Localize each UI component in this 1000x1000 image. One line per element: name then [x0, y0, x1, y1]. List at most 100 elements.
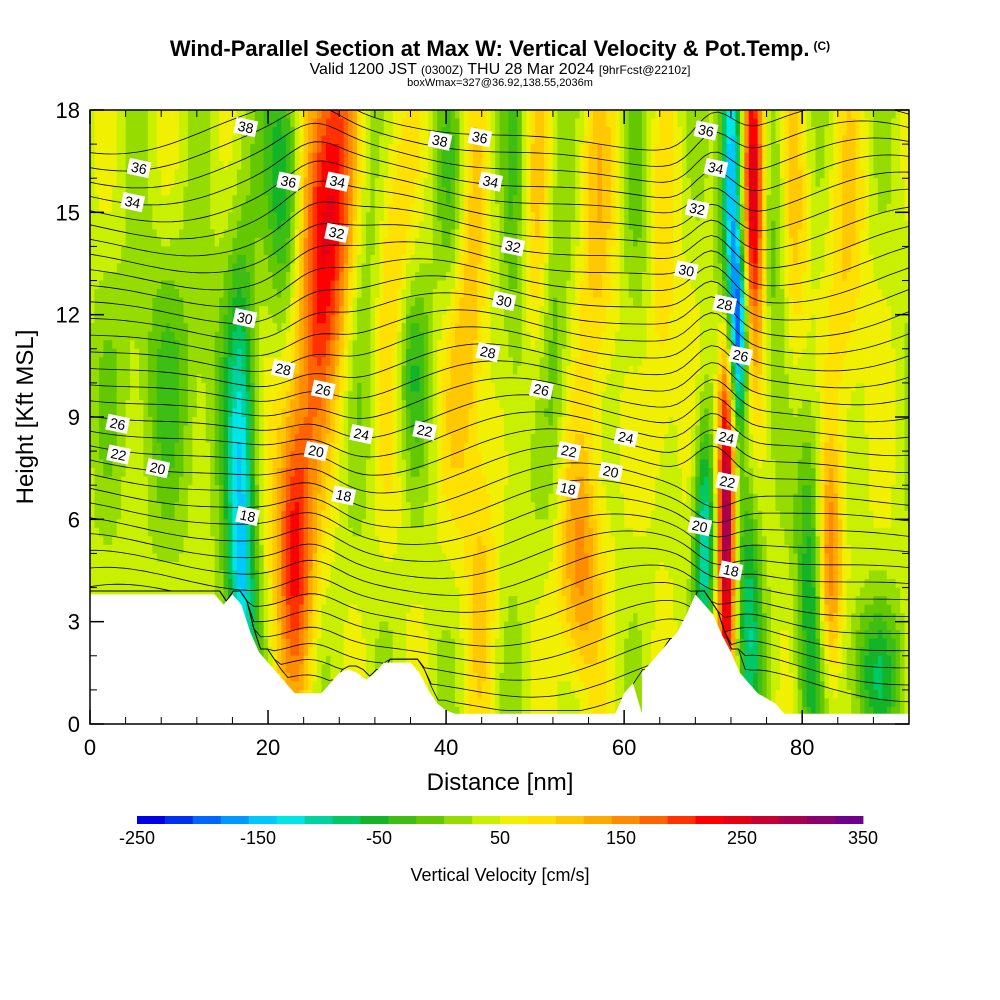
w-cell: [584, 119, 589, 128]
w-cell: [148, 238, 153, 247]
w-cell: [313, 332, 318, 341]
w-cell: [784, 306, 789, 315]
w-cell: [651, 110, 656, 119]
w-cell: [856, 246, 861, 255]
w-cell: [94, 340, 99, 349]
w-cell: [321, 136, 326, 145]
w-cell: [473, 229, 478, 238]
w-cell: [820, 281, 825, 290]
w-cell: [170, 264, 175, 273]
w-cell: [206, 255, 211, 264]
w-cell: [664, 195, 669, 204]
w-cell: [143, 110, 148, 119]
w-cell: [891, 144, 896, 153]
w-cell: [486, 119, 491, 128]
w-cell: [882, 161, 887, 170]
w-cell: [428, 281, 433, 290]
w-cell: [419, 246, 424, 255]
w-cell: [473, 144, 478, 153]
w-cell: [415, 264, 420, 273]
w-cell: [321, 212, 326, 221]
w-cell: [531, 161, 536, 170]
w-cell: [744, 298, 749, 307]
w-cell: [246, 204, 251, 213]
w-cell: [402, 238, 407, 247]
w-cell: [232, 144, 237, 153]
w-cell: [459, 178, 464, 187]
w-cell: [272, 289, 277, 298]
w-cell: [522, 221, 527, 230]
w-cell: [152, 110, 157, 119]
w-cell: [780, 127, 785, 136]
w-cell: [593, 212, 598, 221]
w-cell: [215, 178, 220, 187]
w-cell: [161, 204, 166, 213]
w-cell: [722, 323, 727, 332]
w-cell: [357, 204, 362, 213]
w-cell: [553, 281, 558, 290]
w-cell: [206, 119, 211, 128]
w-cell: [197, 289, 202, 298]
w-cell: [344, 195, 349, 204]
w-cell: [784, 195, 789, 204]
w-cell: [566, 187, 571, 196]
w-cell: [228, 212, 233, 221]
w-cell: [161, 238, 166, 247]
w-cell: [201, 119, 206, 128]
w-cell: [580, 332, 585, 341]
w-cell: [468, 323, 473, 332]
w-cell: [473, 255, 478, 264]
w-cell: [157, 272, 162, 281]
w-cell: [646, 127, 651, 136]
w-cell: [704, 178, 709, 187]
w-cell: [486, 272, 491, 281]
w-cell: [299, 281, 304, 290]
cross-section-figure: 38363436 343238 36343230282636343230282630…: [0, 0, 1000, 1000]
w-cell: [629, 136, 634, 145]
w-cell: [219, 289, 224, 298]
w-cell: [798, 264, 803, 273]
w-cell: [829, 221, 834, 230]
w-cell: [335, 255, 340, 264]
w-cell: [633, 255, 638, 264]
w-cell: [575, 229, 580, 238]
w-cell: [143, 281, 148, 290]
w-cell: [798, 281, 803, 290]
w-cell: [259, 264, 264, 273]
w-cell: [557, 170, 562, 179]
w-cell: [468, 229, 473, 238]
w-cell: [593, 187, 598, 196]
w-cell: [624, 161, 629, 170]
w-cell: [339, 272, 344, 281]
w-cell: [802, 246, 807, 255]
w-cell: [215, 272, 220, 281]
w-cell: [553, 136, 558, 145]
w-cell: [660, 315, 665, 324]
w-cell: [379, 272, 384, 281]
w-cell: [775, 127, 780, 136]
w-cell: [740, 229, 745, 238]
w-cell: [669, 289, 674, 298]
w-cell: [798, 332, 803, 341]
w-cell: [584, 221, 589, 230]
w-cell: [816, 315, 821, 324]
w-cell: [299, 127, 304, 136]
w-cell: [348, 281, 353, 290]
w-cell: [491, 272, 496, 281]
w-cell: [495, 323, 500, 332]
w-cell: [789, 281, 794, 290]
w-cell: [833, 238, 838, 247]
w-cell: [878, 289, 883, 298]
w-cell: [535, 221, 540, 230]
w-cell: [112, 306, 117, 315]
w-cell: [637, 246, 642, 255]
w-cell: [313, 315, 318, 324]
w-cell: [580, 119, 585, 128]
w-cell: [878, 127, 883, 136]
w-cell: [758, 298, 763, 307]
w-cell: [508, 204, 513, 213]
w-cell: [299, 289, 304, 298]
w-cell: [94, 136, 99, 145]
w-cell: [170, 332, 175, 341]
w-cell: [237, 255, 242, 264]
